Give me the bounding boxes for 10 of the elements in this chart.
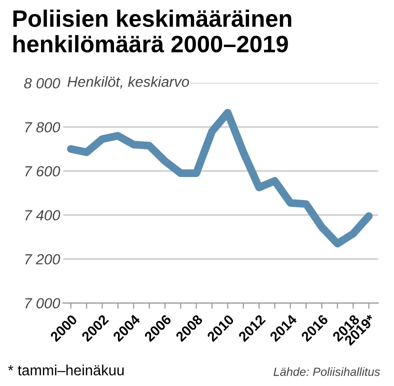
y-tick-label: 8 000 [24,78,60,88]
text: Lähde: Poliisihallitus [274,367,380,376]
y-tick-label: 7 400 [25,210,60,220]
y-tick-label: 7 200 [25,254,60,264]
y-tick-label: 7 800 [25,122,60,132]
y-tick-label: 7 600 [25,166,60,176]
chart-title: Poliisien keskimääräinen henkilömäärä 2000–2019 [13,10,292,52]
text: * tammi–heinäkuu [8,364,124,376]
y-tick-label: 7 000 [25,298,60,308]
y-axis-title: Henkilöt, keskiarvo [68,76,190,89]
